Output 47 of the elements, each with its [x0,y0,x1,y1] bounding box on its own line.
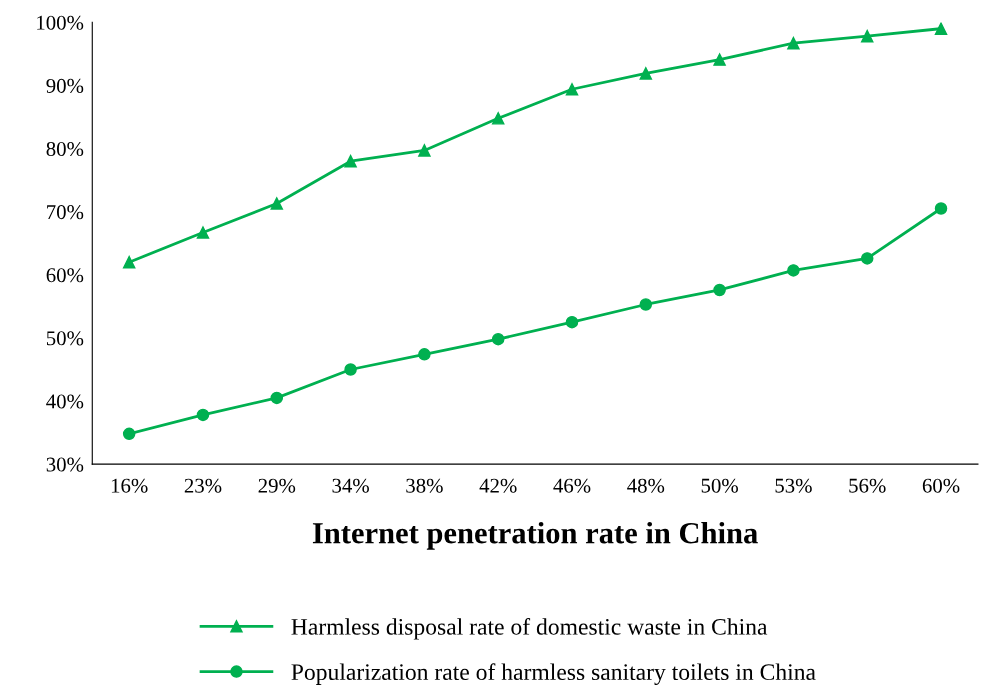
point [639,67,653,80]
y-tick-label: 90% [46,78,84,93]
point [787,264,800,277]
x-tick-label: 56% [849,478,886,493]
x-tick-label: 50% [701,478,738,493]
point [491,112,505,125]
point [344,154,357,168]
x-tick-label: 23% [184,478,222,493]
point [565,315,579,329]
point [122,427,136,441]
point [122,255,136,269]
point [270,197,284,210]
point [418,144,431,157]
y-tick-label: 80% [46,141,84,157]
point [418,348,431,361]
point [860,29,874,43]
point [787,36,800,50]
x-tick-label: 38% [406,478,443,493]
y-tick-label: 70% [47,205,84,220]
y-tick-label: 40% [46,394,84,409]
point [491,332,505,346]
point [196,408,210,422]
x-axis-title: Internet penetration rate in China [312,521,758,550]
x-tick-label: 46% [553,478,591,493]
point [860,252,874,265]
x-tick-label: 42% [479,478,517,493]
point [270,391,284,405]
point [344,363,357,376]
point [934,22,948,35]
legend-label: Harmless disposal rate of domestic waste in China [291,617,768,640]
x-tick-label: 48% [627,478,665,493]
point [934,202,948,215]
point [639,298,653,311]
point [565,82,579,96]
x-tick-label: 34% [332,478,369,493]
y-tick-label: 50% [46,331,84,346]
y-tick-label: 100% [37,15,84,30]
legend-label: Popularization rate of harmless sanitary toilets in China [291,663,816,685]
point [713,53,726,66]
x-tick-label: 53% [775,478,812,493]
x-tick-label: 16% [111,478,148,493]
y-tick-label: 30% [46,457,84,472]
point [196,226,210,239]
x-tick-label: 60% [922,478,960,493]
y-tick-label: 60% [46,268,84,283]
point [713,283,726,297]
x-tick-label: 29% [258,478,296,493]
